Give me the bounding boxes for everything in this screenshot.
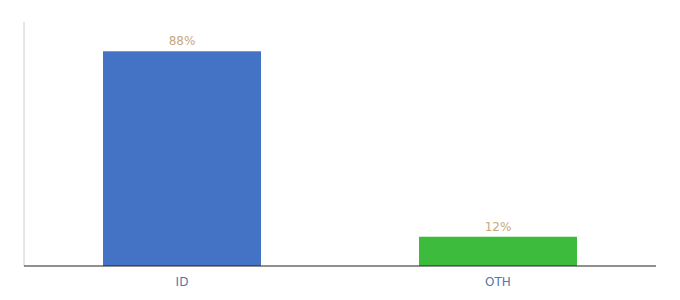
- data-label: 12%: [485, 220, 512, 234]
- x-axis-line: [24, 265, 656, 266]
- chart-container: 88% 12% ID OTH: [0, 0, 680, 300]
- chart-svg: 88% 12% ID OTH: [0, 0, 680, 300]
- bar: [103, 51, 261, 266]
- x-tick-label: OTH: [485, 275, 511, 289]
- y-axis-line: [24, 22, 25, 266]
- data-label: 88%: [169, 34, 196, 48]
- x-tick-label: ID: [176, 275, 189, 289]
- bar: [419, 237, 577, 266]
- bars: [103, 51, 577, 266]
